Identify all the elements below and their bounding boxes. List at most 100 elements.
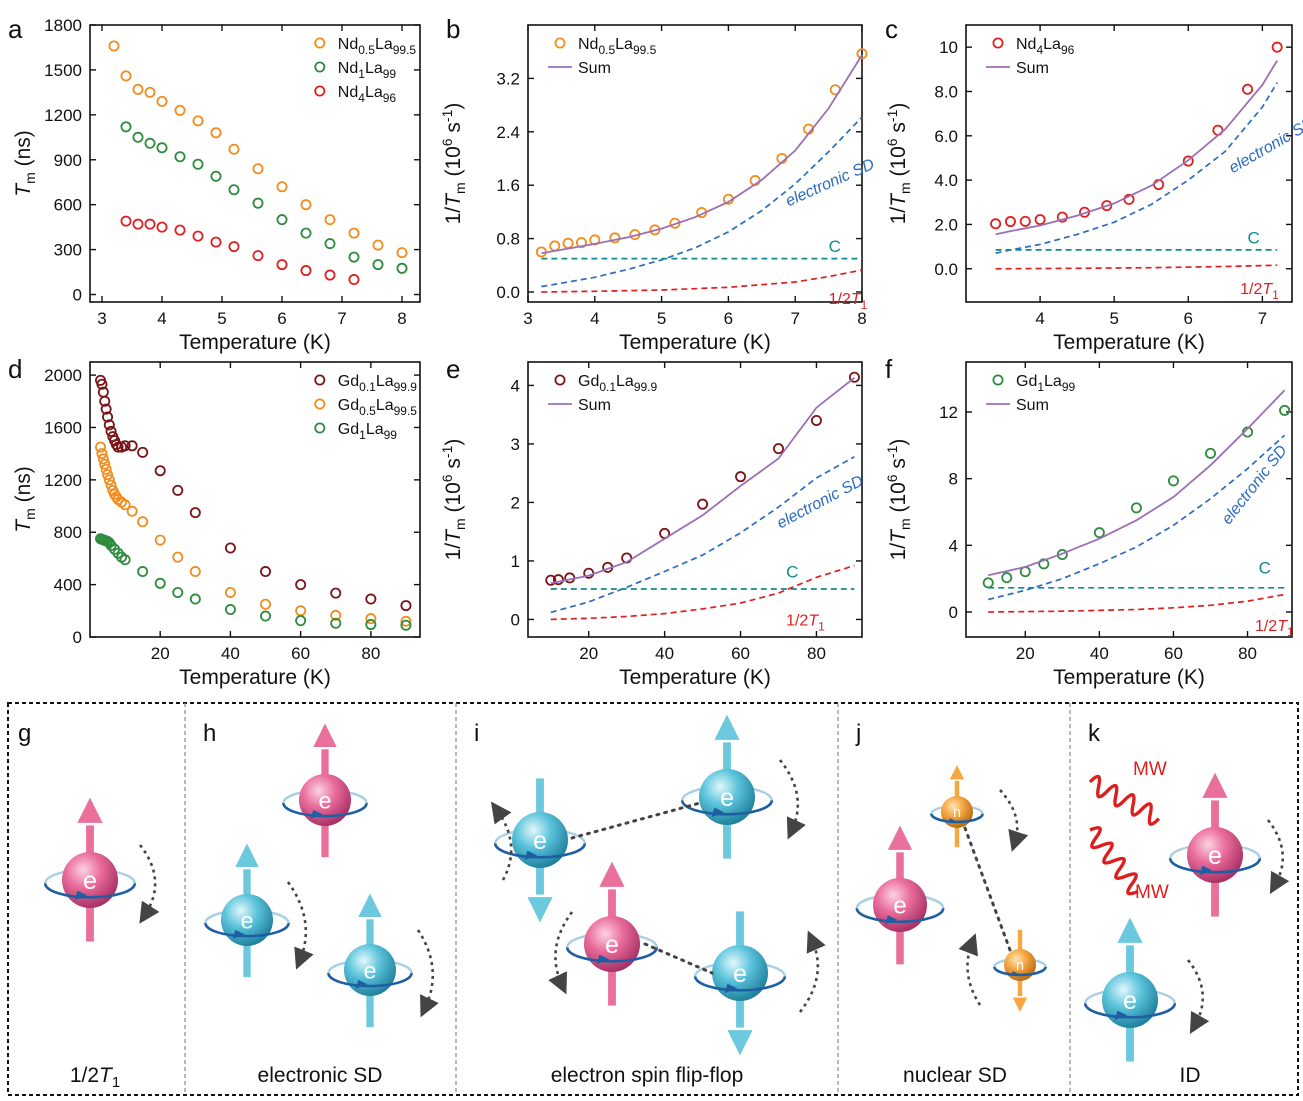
x-tick-label: 40 bbox=[221, 644, 240, 663]
y-tick-label: 4.0 bbox=[934, 171, 958, 190]
y-tick-label: 0.8 bbox=[496, 230, 520, 249]
data-point bbox=[365, 619, 377, 631]
precession-arrow bbox=[999, 789, 1029, 852]
panel-letter: e bbox=[446, 354, 460, 384]
plot-frame bbox=[89, 24, 421, 303]
data-point bbox=[120, 70, 132, 82]
data-point bbox=[330, 587, 342, 599]
y-tick-label: 3 bbox=[511, 435, 520, 454]
y-tick-label: 0.0 bbox=[496, 283, 520, 302]
data-point bbox=[773, 443, 785, 455]
data-point bbox=[103, 419, 115, 431]
x-tick-label: 80 bbox=[361, 644, 380, 663]
panel-letter: i bbox=[474, 720, 479, 747]
series-line-1-2t1 bbox=[995, 264, 1278, 270]
x-tick-label: 3 bbox=[97, 309, 106, 328]
precession-arrow bbox=[490, 801, 513, 881]
y-axis-label: 1/Tm (106 s-1) bbox=[884, 103, 913, 225]
y-tick-label: 8.0 bbox=[934, 82, 958, 101]
chart-panel-c: c 4 5 6 7 0.0 2.0 4.0 6.0 8.0 10 Temperature (K) 1/T… bbox=[884, 14, 1303, 354]
x-tick-label: 5 bbox=[1109, 309, 1118, 328]
data-point bbox=[400, 600, 412, 612]
data-point bbox=[252, 163, 264, 175]
electron-spin: e bbox=[204, 843, 290, 978]
legend-marker bbox=[314, 398, 326, 410]
data-point bbox=[224, 604, 236, 616]
data-point bbox=[224, 586, 236, 598]
schematic-frame bbox=[7, 702, 1299, 1096]
series-line-sum bbox=[541, 54, 863, 255]
panel-letter: c bbox=[885, 14, 898, 44]
y-tick-label: 2 bbox=[511, 493, 520, 512]
data-point bbox=[100, 463, 112, 475]
data-point bbox=[848, 371, 860, 383]
data-point bbox=[1038, 558, 1050, 570]
data-point bbox=[372, 239, 384, 251]
y-tick-label: 2000 bbox=[44, 366, 82, 385]
data-point bbox=[300, 227, 312, 239]
data-point bbox=[365, 593, 377, 605]
spin-letter: e bbox=[240, 907, 253, 933]
y-axis-label: 1/Tm (106 s-1) bbox=[884, 439, 913, 561]
series-line-sum bbox=[550, 377, 855, 585]
spin-letter: e bbox=[318, 787, 331, 813]
y-tick-label: 3.2 bbox=[496, 69, 520, 88]
precession-arrow bbox=[286, 881, 314, 970]
data-point bbox=[1034, 214, 1046, 226]
x-axis-label: Temperature (K) bbox=[619, 666, 771, 689]
y-tick-label: 0 bbox=[511, 610, 520, 629]
precession-arrow bbox=[548, 911, 574, 995]
data-point bbox=[144, 137, 156, 149]
x-tick-label: 7 bbox=[337, 309, 346, 328]
electron-spin: e bbox=[493, 778, 587, 923]
spin-letter: e bbox=[1123, 987, 1137, 1015]
data-point bbox=[300, 265, 312, 277]
x-tick-label: 6 bbox=[1184, 309, 1193, 328]
data-point bbox=[982, 577, 994, 589]
legend-label: Gd0.1La99.9 bbox=[578, 373, 658, 394]
data-point bbox=[189, 566, 201, 578]
x-tick-label: 4 bbox=[590, 309, 599, 328]
data-point bbox=[1242, 83, 1254, 95]
microwave-wave bbox=[1089, 826, 1139, 896]
data-point bbox=[102, 469, 114, 481]
data-point bbox=[400, 619, 412, 631]
data-point bbox=[276, 214, 288, 226]
x-tick-label: 6 bbox=[277, 309, 286, 328]
panel-letter: j bbox=[855, 720, 861, 747]
data-point bbox=[228, 184, 240, 196]
data-point bbox=[252, 197, 264, 209]
mw-label: MW bbox=[1133, 759, 1167, 780]
series-line-sum bbox=[988, 389, 1286, 577]
coupling-line bbox=[570, 801, 702, 840]
precession-arrow bbox=[1266, 819, 1290, 895]
data-point bbox=[132, 83, 144, 95]
panel-letter: a bbox=[8, 14, 23, 44]
y-tick-label: 1800 bbox=[44, 16, 82, 35]
microwave-wave bbox=[1088, 774, 1161, 826]
data-point bbox=[174, 224, 186, 236]
data-point bbox=[144, 86, 156, 98]
y-tick-label: 600 bbox=[54, 196, 82, 215]
data-point bbox=[126, 440, 138, 452]
data-point bbox=[154, 465, 166, 477]
y-tick-label: 1200 bbox=[44, 471, 82, 490]
series-line-1-2t1 bbox=[988, 593, 1285, 613]
y-tick-label: 900 bbox=[54, 151, 82, 170]
panel-letter: f bbox=[885, 354, 893, 384]
x-axis-label: Temperature (K) bbox=[1053, 331, 1205, 354]
x-tick-label: 3 bbox=[523, 309, 532, 328]
data-point bbox=[1271, 41, 1283, 53]
spin-letter: e bbox=[893, 893, 907, 920]
data-point bbox=[102, 411, 114, 423]
data-point bbox=[324, 238, 336, 250]
spin-letter: e bbox=[733, 960, 747, 988]
spin-letter: e bbox=[720, 784, 734, 812]
x-tick-label: 80 bbox=[1238, 644, 1257, 663]
series-line-sum bbox=[995, 60, 1278, 236]
data-point bbox=[137, 446, 149, 458]
data-point bbox=[228, 143, 240, 155]
data-point bbox=[260, 566, 272, 578]
data-point bbox=[112, 441, 124, 453]
data-point bbox=[1019, 215, 1031, 227]
